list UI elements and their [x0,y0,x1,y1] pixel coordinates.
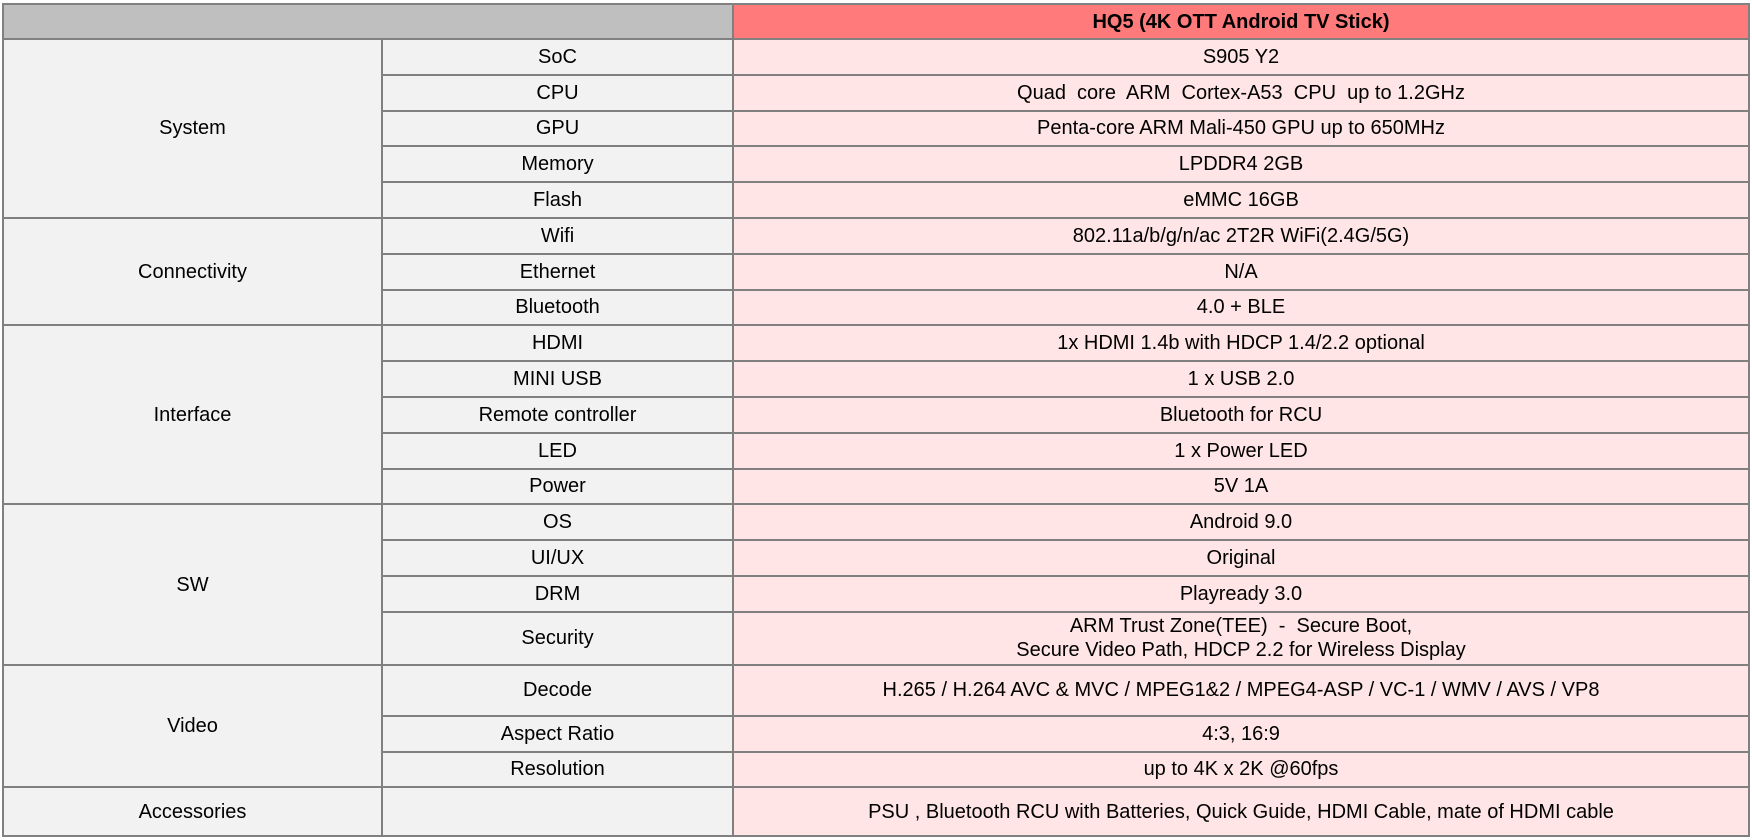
spec-row: Bluetooth 4.0 + BLE [3,288,1750,327]
header-row: HQ5 (4K OTT Android TV Stick) [2,3,1750,40]
feature-label-ui-ux: UI/UX [381,539,734,577]
spec-row: MINI USB 1 x USB 2.0 [3,360,1750,398]
spec-table: HQ5 (4K OTT Android TV Stick) System SoC S… [2,3,1750,838]
spec-row: Memory LPDDR4 2GB [3,145,1750,184]
spec-row: Aspect Ratio 4:3, 16:9 [3,714,1750,753]
spec-value: 5V 1A [732,467,1750,506]
spec-value: ARM Trust Zone(TEE) - Secure Boot, Secure… [732,610,1750,666]
header-blank-cell [2,3,734,40]
spec-value-line: up to 4K x 2K @60fps [1143,758,1339,781]
category-video: Video [2,663,383,789]
feature-label-flash: Flash [381,181,734,219]
spec-value-line: ARM Trust Zone(TEE) - Secure Boot, [1069,615,1413,638]
spec-row: Flash eMMC 16GB [3,181,1750,219]
spec-value-line: Secure Video Path, HDCP 2.2 for Wireless… [1016,639,1466,662]
spec-value: Original [732,539,1750,577]
category-sw: SW [2,503,383,666]
feature-label-security: Security [381,610,734,666]
spec-value: Bluetooth for RCU [732,395,1750,434]
spec-value-line: Original [1206,547,1276,570]
spec-value: LPDDR4 2GB [732,145,1750,184]
spec-value-line: N/A [1224,260,1258,283]
spec-row: Video Decode H.265 / H.264 AVC & MVC / MPE… [2,663,1750,789]
feature-label-soc: SoC [381,38,734,76]
spec-row: Power 5V 1A [3,467,1750,506]
spec-row: Ethernet N/A [3,252,1750,291]
spec-value: 802.11a/b/g/n/ac 2T2R WiFi(2.4G/5G) [732,216,1750,255]
feature-label-power: Power [381,467,734,506]
spec-row: GPU Penta-core ARM Mali-450 GPU up to 650… [3,109,1750,148]
category-connectivity: Connectivity [2,216,383,327]
spec-value-line: H.265 / H.264 AVC & MVC / MPEG1&2 / MPEG… [882,679,1600,702]
spec-value-line: 4:3, 16:9 [1202,722,1280,745]
spec-value-line: 802.11a/b/g/n/ac 2T2R WiFi(2.4G/5G) [1072,224,1410,247]
spec-value-line: Android 9.0 [1189,511,1293,534]
spec-value-line: Penta-core ARM Mali-450 GPU up to 650MHz [1037,117,1445,140]
spec-value-line: Playready 3.0 [1179,582,1303,605]
spec-value: eMMC 16GB [732,181,1750,219]
spec-value: 1 x Power LED [732,431,1750,470]
spec-value: S905 Y2 [732,38,1750,76]
feature-label-cpu: CPU [381,73,734,112]
feature-label-mini-usb: MINI USB [381,360,734,398]
spec-value-line: LPDDR4 2GB [1178,153,1304,176]
feature-label-remote-controller: Remote controller [381,395,734,434]
spec-row: Security ARM Trust Zone(TEE) - Secure Boo… [3,610,1750,666]
category-interface: Interface [2,324,383,506]
feature-label-os: OS [381,503,734,542]
product-title: HQ5 (4K OTT Android TV Stick) [732,3,1750,40]
spec-value: Playready 3.0 [732,574,1750,613]
spec-row: Accessories PSU , Bluetooth RCU with Batt… [2,786,1750,838]
spec-value: Penta-core ARM Mali-450 GPU up to 650MHz [732,109,1750,148]
spec-row: SW OS Android 9.0 [2,503,1750,666]
feature-label-decode: Decode [381,663,734,717]
feature-label-resolution: Resolution [381,750,734,789]
spec-row: DRM Playready 3.0 [3,574,1750,613]
feature-label-hdmi: HDMI [381,324,734,363]
spec-value-line: Bluetooth for RCU [1159,403,1323,426]
spec-value-line: 1x HDMI 1.4b with HDCP 1.4/2.2 optional [1057,332,1425,355]
spec-row: Interface HDMI 1x HDMI 1.4b with HDCP 1.4/… [2,324,1750,506]
spec-value: 1 x USB 2.0 [732,360,1750,398]
spec-value: PSU , Bluetooth RCU with Batteries, Quic… [732,786,1750,838]
spec-row: Connectivity Wifi 802.11a/b/g/n/ac 2T2R Wi… [2,216,1750,327]
spec-row: CPU Quad core ARM Cortex-A53 CPU up to 1.… [3,73,1750,112]
spec-value: Quad core ARM Cortex-A53 CPU up to 1.2GH… [732,73,1750,112]
spec-row: LED 1 x Power LED [3,431,1750,470]
category-accessories: Accessories [2,786,383,838]
feature-label-drm: DRM [381,574,734,613]
spec-value: 1x HDMI 1.4b with HDCP 1.4/2.2 optional [732,324,1750,363]
spec-value-line: 4.0 + BLE [1196,296,1286,319]
spec-value-line: 5V 1A [1213,475,1269,498]
spec-row: Remote controller Bluetooth for RCU [3,395,1750,434]
feature-label-wifi: Wifi [381,216,734,255]
spec-value-line: eMMC 16GB [1183,189,1299,212]
spec-value: Android 9.0 [732,503,1750,542]
spec-value: up to 4K x 2K @60fps [732,750,1750,789]
feature-label-empty [381,786,734,838]
spec-value: 4:3, 16:9 [732,714,1750,753]
spec-row: System SoC S905 Y2 [2,38,1750,219]
feature-label-ethernet: Ethernet [381,252,734,291]
spec-value-line: 1 x USB 2.0 [1187,368,1295,391]
spec-value: 4.0 + BLE [732,288,1750,327]
feature-label-bluetooth: Bluetooth [381,288,734,327]
spec-value: N/A [732,252,1750,291]
spec-value-line: PSU , Bluetooth RCU with Batteries, Quic… [868,800,1614,823]
spec-row: Resolution up to 4K x 2K @60fps [3,750,1750,789]
spec-value: H.265 / H.264 AVC & MVC / MPEG1&2 / MPEG… [732,663,1750,717]
spec-value-line: 1 x Power LED [1174,439,1308,462]
spec-value-line: S905 Y2 [1202,45,1280,68]
category-system: System [2,38,383,219]
feature-label-aspect-ratio: Aspect Ratio [381,714,734,753]
feature-label-led: LED [381,431,734,470]
feature-label-gpu: GPU [381,109,734,148]
feature-label-memory: Memory [381,145,734,184]
spec-value-line: Quad core ARM Cortex-A53 CPU up to 1.2GH… [1017,81,1465,104]
spec-row: UI/UX Original [3,539,1750,577]
